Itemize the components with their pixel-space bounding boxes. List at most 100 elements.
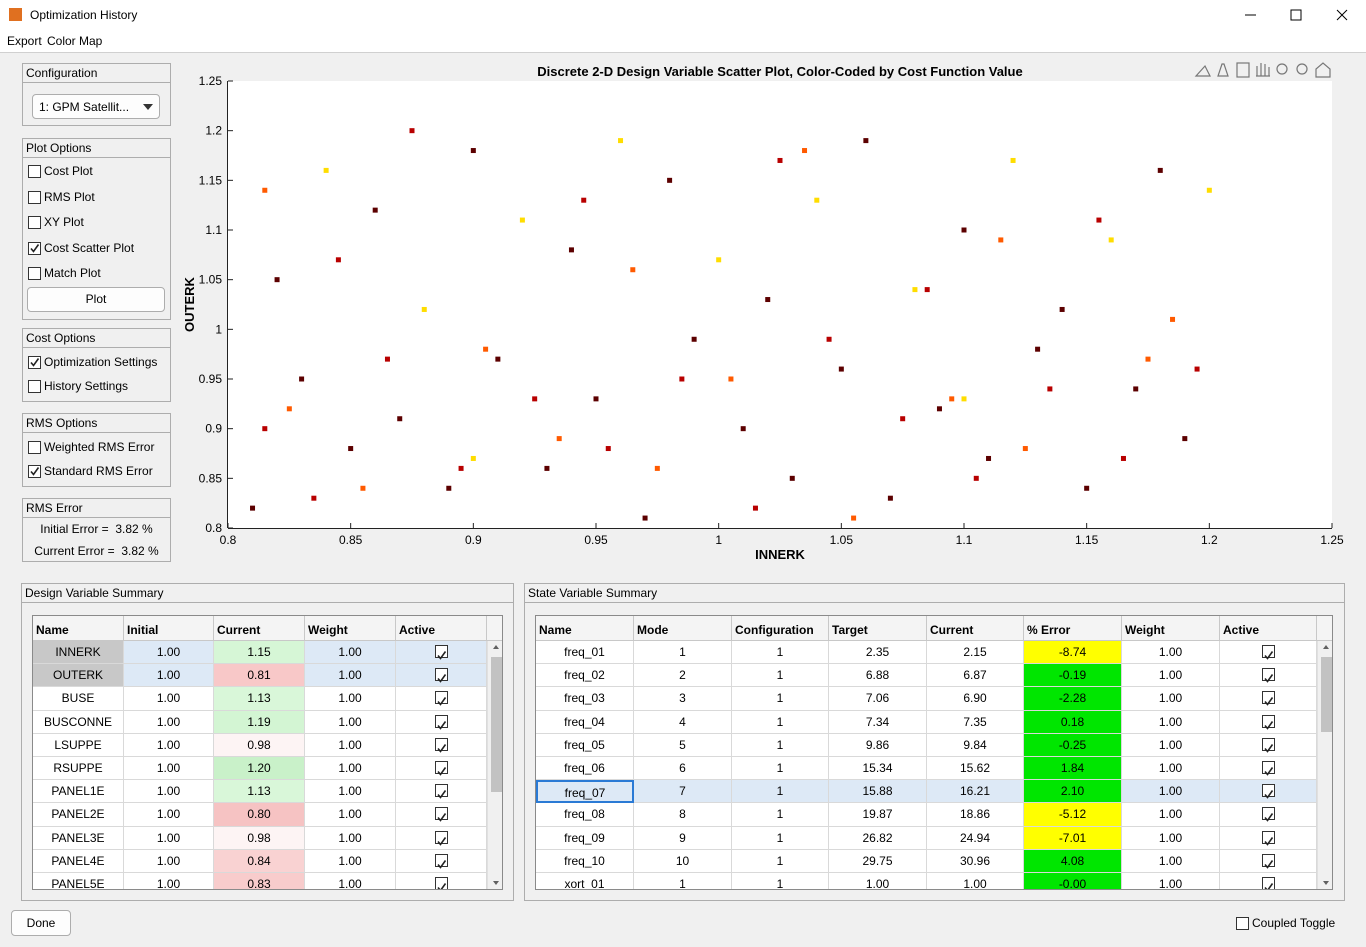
checkbox[interactable] — [1261, 807, 1275, 823]
checkbox[interactable] — [28, 165, 41, 178]
checkbox[interactable] — [28, 380, 41, 393]
table-cell[interactable]: xort_01 — [536, 873, 634, 889]
table-cell[interactable]: 7.35 — [927, 710, 1024, 734]
table-cell[interactable]: 0.80 — [214, 803, 305, 827]
table-cell[interactable]: 1 — [732, 803, 829, 827]
checkbox[interactable] — [434, 761, 448, 776]
table-cell[interactable]: 1.00 — [124, 641, 214, 665]
table-cell[interactable]: 26.82 — [829, 826, 927, 850]
checkbox-label[interactable]: XY Plot — [44, 215, 84, 229]
checkbox[interactable] — [1261, 784, 1275, 799]
done-button[interactable]: Done — [11, 910, 71, 936]
table-cell[interactable]: 1.13 — [214, 780, 305, 804]
table-cell[interactable]: 1.00 — [1122, 641, 1220, 665]
maximize-icon[interactable] — [1290, 9, 1302, 21]
table-cell[interactable]: 1.00 — [305, 641, 396, 665]
dropdown[interactable]: 1: GPM Satellit... — [32, 94, 160, 119]
table-cell[interactable] — [396, 710, 487, 734]
table-cell[interactable]: 1.00 — [124, 803, 214, 827]
table-cell[interactable]: PANEL3E — [33, 826, 124, 850]
table-cell[interactable]: -0.00 — [1024, 873, 1122, 889]
table-cell[interactable] — [1220, 849, 1317, 873]
checkbox[interactable] — [434, 737, 448, 753]
table-cell[interactable]: freq_06 — [536, 757, 634, 781]
checkbox-label[interactable]: History Settings — [44, 379, 129, 393]
table-cell[interactable]: freq_10 — [536, 849, 634, 873]
table-cell[interactable]: 1.13 — [214, 687, 305, 711]
checkbox[interactable] — [434, 691, 448, 707]
table-cell[interactable]: freq_02 — [536, 664, 634, 688]
table-cell[interactable]: 24.94 — [927, 826, 1024, 850]
checkbox[interactable] — [1261, 761, 1275, 776]
table-cell[interactable]: 1.00 — [305, 710, 396, 734]
table-cell[interactable]: PANEL1E — [33, 780, 124, 804]
table-cell[interactable]: 18.86 — [927, 803, 1024, 827]
checkbox[interactable] — [434, 714, 448, 730]
table-cell[interactable]: 1.00 — [1122, 826, 1220, 850]
scroll-thumb[interactable] — [1321, 657, 1332, 732]
toolbar-brush[interactable] — [1217, 63, 1229, 77]
table-cell[interactable]: -7.01 — [1024, 826, 1122, 850]
table-cell[interactable]: freq_04 — [536, 710, 634, 734]
toolbar-zoom-out[interactable] — [1296, 63, 1308, 75]
table-cell[interactable]: 15.62 — [927, 757, 1024, 781]
table-cell[interactable] — [1220, 687, 1317, 711]
checkbox[interactable] — [28, 190, 41, 204]
checkbox[interactable] — [434, 853, 448, 869]
table-cell[interactable]: 1.00 — [1122, 780, 1220, 804]
plot-button[interactable]: Plot — [27, 287, 165, 312]
table-cell[interactable]: 1.19 — [214, 710, 305, 734]
toggle-label[interactable]: Coupled Toggle — [1252, 916, 1336, 930]
table-cell[interactable]: freq_05 — [536, 733, 634, 757]
table-cell[interactable]: 1 — [634, 641, 732, 665]
table-cell[interactable] — [1220, 826, 1317, 850]
checkbox-label[interactable]: Standard RMS Error — [44, 464, 153, 478]
table-cell[interactable]: 3 — [634, 687, 732, 711]
table-cell[interactable]: PANEL2E — [33, 803, 124, 827]
table-cell[interactable]: 0.84 — [214, 849, 305, 873]
table-cell[interactable] — [396, 849, 487, 873]
table-cell[interactable] — [1220, 733, 1317, 757]
table-cell[interactable]: OUTERK — [33, 664, 124, 688]
checkbox-label[interactable]: Weighted RMS Error — [44, 440, 155, 454]
table-cell[interactable]: 6.88 — [829, 664, 927, 688]
table-cell[interactable]: freq_08 — [536, 803, 634, 827]
table-cell[interactable] — [1220, 780, 1317, 804]
table-cell[interactable]: 1 — [634, 873, 732, 889]
table-cell[interactable] — [396, 873, 487, 889]
table-cell[interactable]: 2.10 — [1024, 780, 1122, 804]
table-cell[interactable]: 1.00 — [124, 733, 214, 757]
table-cell[interactable]: 7 — [634, 780, 732, 804]
table-cell[interactable]: 1.00 — [305, 873, 396, 889]
table-cell[interactable]: 8 — [634, 803, 732, 827]
checkbox[interactable] — [434, 807, 448, 823]
table-cell[interactable]: 5 — [634, 733, 732, 757]
table-cell[interactable] — [396, 780, 487, 804]
table-cell[interactable]: 1.00 — [124, 710, 214, 734]
table-cell[interactable]: 1.15 — [214, 641, 305, 665]
checkbox[interactable] — [434, 668, 448, 683]
checkbox[interactable] — [1261, 830, 1275, 846]
table-cell[interactable]: 1.00 — [124, 780, 214, 804]
table-cell[interactable]: BUSCONNE — [33, 710, 124, 734]
table-cell[interactable]: 10 — [634, 849, 732, 873]
toolbar-pan[interactable] — [1256, 63, 1270, 77]
table-cell[interactable]: RSUPPE — [33, 757, 124, 781]
checkbox[interactable] — [434, 830, 448, 846]
table-cell[interactable]: 29.75 — [829, 849, 927, 873]
close-icon[interactable] — [1336, 9, 1348, 21]
table-cell[interactable]: 1.00 — [927, 873, 1024, 889]
scroll-up[interactable] — [1323, 645, 1329, 649]
table-cell[interactable]: 9.84 — [927, 733, 1024, 757]
table-cell[interactable]: 1 — [732, 733, 829, 757]
table-cell[interactable] — [1220, 803, 1317, 827]
table-cell[interactable]: 1.00 — [305, 803, 396, 827]
table-cell[interactable]: LSUPPE — [33, 733, 124, 757]
table-cell[interactable]: 1.00 — [1122, 873, 1220, 889]
checkbox[interactable] — [1261, 714, 1275, 730]
table-cell[interactable]: -2.28 — [1024, 687, 1122, 711]
checkbox[interactable] — [1261, 668, 1275, 683]
table-cell[interactable]: 15.88 — [829, 780, 927, 804]
table-cell[interactable] — [396, 826, 487, 850]
table-cell[interactable]: 1.00 — [1122, 849, 1220, 873]
